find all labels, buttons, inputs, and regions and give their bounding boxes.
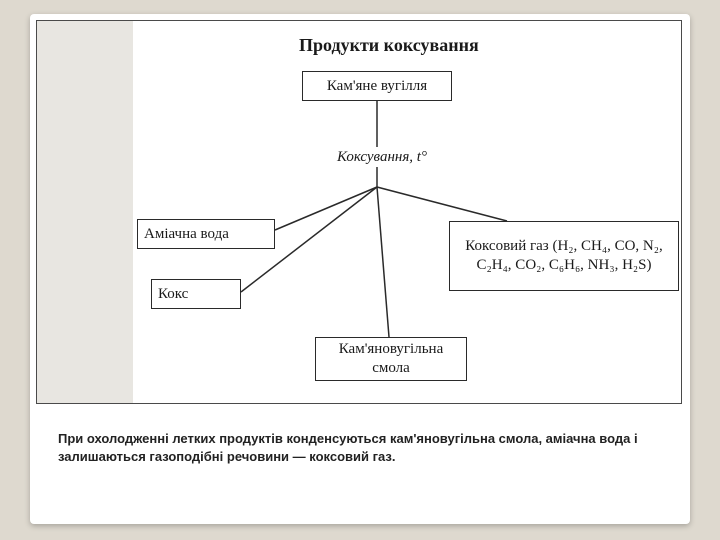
diagram-connectors	[37, 21, 683, 403]
caption-text: При охолодженні летких продуктів конденс…	[58, 430, 658, 465]
slide: Продукти коксування Кам'яне вугілля Кокс…	[30, 14, 690, 524]
diagram-area: Продукти коксування Кам'яне вугілля Кокс…	[36, 20, 682, 404]
